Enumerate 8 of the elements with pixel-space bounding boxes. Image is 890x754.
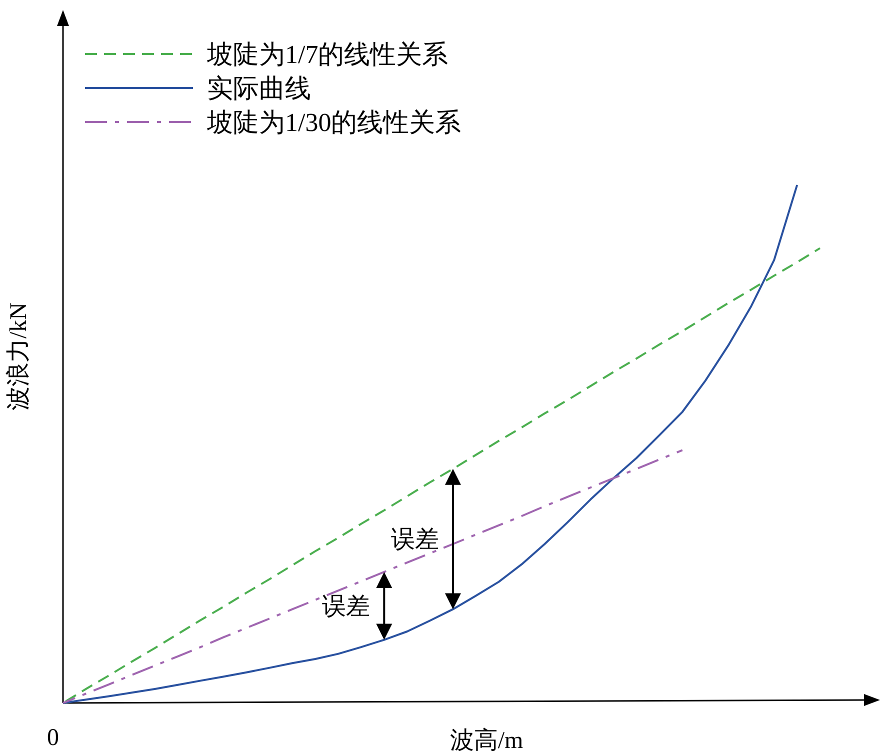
legend-label: 实际曲线	[207, 74, 311, 103]
annotation: 误差	[390, 527, 439, 554]
x-axis-title: 波高/m	[450, 727, 524, 754]
annotation: 误差	[322, 594, 370, 620]
legend-label: 坡陡为1/30的线性关系	[206, 108, 462, 137]
legend-label: 坡陡为1/7的线性关系	[206, 40, 448, 69]
y-axis-title: 波浪力/kN	[5, 302, 32, 410]
text: 0	[47, 725, 59, 751]
